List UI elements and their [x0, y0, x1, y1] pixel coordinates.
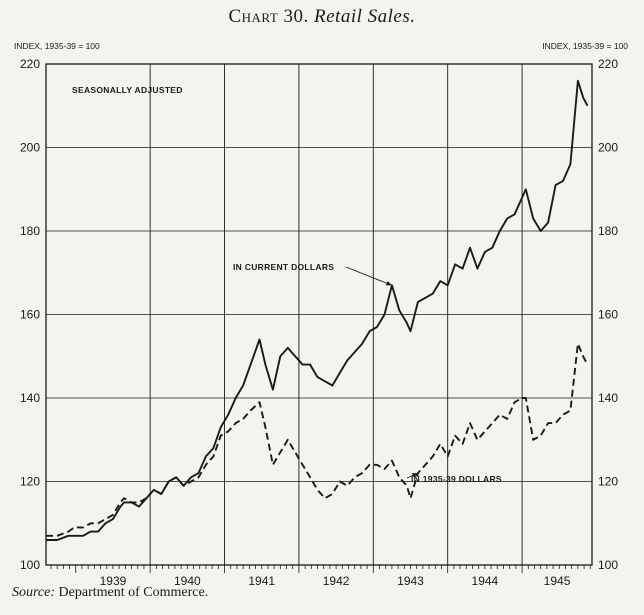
constant-dollars-arrow-head [411, 473, 418, 478]
y-tick-right: 200 [598, 141, 618, 155]
series-line-0 [46, 79, 589, 541]
y-tick-left: 220 [20, 57, 40, 71]
source-label: Source: [12, 585, 56, 600]
y-tick-right: 140 [598, 391, 618, 405]
x-year-label: 1939 [100, 574, 127, 588]
tick-labels: 100 100 120 120 140 140 160 160 180 180 200 200 220 2… [20, 57, 618, 588]
y-tick-left: 200 [20, 141, 40, 155]
source-text: Department of Commerce. [58, 585, 209, 600]
y-tick-left: 100 [20, 558, 40, 572]
source-note: Source: Department of Commerce. [12, 585, 208, 601]
gridlines [46, 64, 592, 573]
x-year-label: 1943 [397, 574, 424, 588]
current-dollars-label: IN CURRENT DOLLARS [233, 262, 334, 272]
y-tick-left: 120 [20, 475, 40, 489]
current-dollars-arrow-head [385, 281, 392, 286]
x-year-label: 1945 [544, 574, 571, 588]
chart-name: Retail Sales. [314, 6, 416, 27]
chart-title: Chart 30. Retail Sales. [0, 6, 644, 28]
y-tick-right: 100 [598, 558, 618, 572]
seasonally-adjusted-label: SEASONALLY ADJUSTED [72, 85, 183, 95]
x-year-label: 1941 [248, 574, 275, 588]
y-tick-right: 160 [598, 308, 618, 322]
y-tick-right: 120 [598, 475, 618, 489]
y-tick-left: 180 [20, 224, 40, 238]
constant-dollars-label: IN 1935-39 DOLLARS [411, 474, 502, 484]
y-tick-right: 180 [598, 224, 618, 238]
x-year-label: 1944 [472, 574, 499, 588]
x-year-label: 1942 [323, 574, 350, 588]
current-dollars-arrow [345, 266, 393, 286]
y-tick-right: 220 [598, 57, 618, 71]
chart-number: Chart 30. [228, 6, 309, 27]
y-tick-left: 140 [20, 391, 40, 405]
right-axis-label: INDEX, 1935-39 = 100 [542, 41, 628, 51]
y-tick-left: 160 [20, 308, 40, 322]
data-series [46, 79, 589, 541]
left-axis-label: INDEX, 1935-39 = 100 [14, 41, 100, 51]
annotations: INDEX, 1935-39 = 100 INDEX, 1935-39 = 10… [14, 41, 628, 484]
x-year-label: 1940 [174, 574, 201, 588]
series-line-1 [46, 342, 589, 537]
